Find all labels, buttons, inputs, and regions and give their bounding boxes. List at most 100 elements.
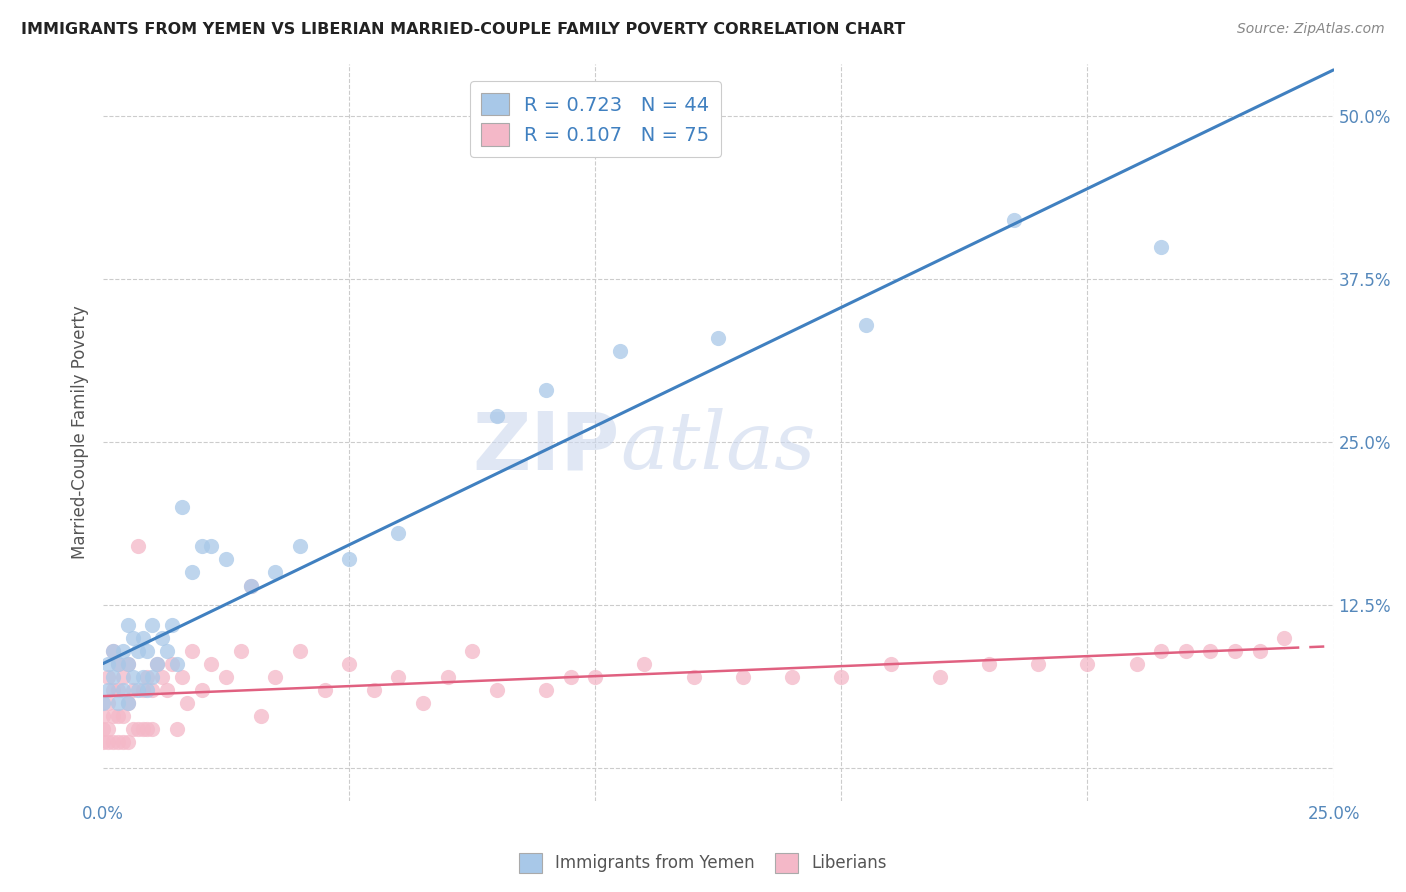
- Point: [160, 657, 183, 671]
- Point: [731, 670, 754, 684]
- Point: [136, 722, 159, 736]
- Point: [97, 657, 120, 671]
- Point: [1026, 657, 1049, 671]
- Point: [101, 709, 124, 723]
- Point: [107, 696, 129, 710]
- Y-axis label: Married-Couple Family Poverty: Married-Couple Family Poverty: [72, 305, 89, 559]
- Point: [461, 643, 484, 657]
- Point: [91, 735, 114, 749]
- Point: [387, 670, 409, 684]
- Point: [200, 540, 222, 554]
- Point: [534, 383, 557, 397]
- Point: [288, 540, 311, 554]
- Point: [215, 552, 238, 566]
- Point: [101, 643, 124, 657]
- Point: [707, 331, 730, 345]
- Point: [156, 643, 179, 657]
- Point: [141, 722, 163, 736]
- Legend: Immigrants from Yemen, Liberians: Immigrants from Yemen, Liberians: [512, 847, 894, 880]
- Point: [170, 500, 193, 515]
- Point: [111, 643, 134, 657]
- Point: [136, 643, 159, 657]
- Point: [363, 682, 385, 697]
- Point: [131, 631, 153, 645]
- Point: [215, 670, 238, 684]
- Point: [166, 657, 188, 671]
- Point: [117, 696, 139, 710]
- Point: [1223, 643, 1246, 657]
- Point: [156, 682, 179, 697]
- Point: [117, 657, 139, 671]
- Point: [314, 682, 336, 697]
- Point: [111, 682, 134, 697]
- Point: [879, 657, 901, 671]
- Point: [560, 670, 582, 684]
- Point: [239, 578, 262, 592]
- Point: [387, 526, 409, 541]
- Point: [780, 670, 803, 684]
- Point: [337, 657, 360, 671]
- Point: [91, 696, 114, 710]
- Point: [146, 657, 169, 671]
- Point: [830, 670, 852, 684]
- Point: [170, 670, 193, 684]
- Point: [180, 643, 202, 657]
- Point: [141, 670, 163, 684]
- Point: [117, 696, 139, 710]
- Point: [1150, 239, 1173, 253]
- Point: [111, 735, 134, 749]
- Point: [1076, 657, 1098, 671]
- Text: ZIP: ZIP: [472, 408, 620, 486]
- Point: [131, 670, 153, 684]
- Point: [264, 670, 287, 684]
- Point: [117, 657, 139, 671]
- Point: [117, 617, 139, 632]
- Point: [127, 540, 149, 554]
- Point: [131, 682, 153, 697]
- Point: [107, 735, 129, 749]
- Point: [121, 670, 143, 684]
- Point: [97, 696, 120, 710]
- Point: [1125, 657, 1147, 671]
- Point: [249, 709, 271, 723]
- Point: [127, 682, 149, 697]
- Point: [101, 682, 124, 697]
- Point: [855, 318, 877, 332]
- Point: [180, 566, 202, 580]
- Point: [190, 682, 212, 697]
- Point: [534, 682, 557, 697]
- Point: [131, 722, 153, 736]
- Point: [1249, 643, 1271, 657]
- Point: [1199, 643, 1222, 657]
- Point: [127, 643, 149, 657]
- Point: [91, 709, 114, 723]
- Point: [176, 696, 198, 710]
- Point: [412, 696, 434, 710]
- Point: [97, 682, 120, 697]
- Point: [229, 643, 252, 657]
- Point: [141, 617, 163, 632]
- Point: [101, 735, 124, 749]
- Point: [121, 682, 143, 697]
- Point: [166, 722, 188, 736]
- Point: [583, 670, 606, 684]
- Point: [190, 540, 212, 554]
- Point: [160, 617, 183, 632]
- Point: [150, 670, 173, 684]
- Point: [141, 682, 163, 697]
- Point: [97, 722, 120, 736]
- Text: atlas: atlas: [620, 409, 815, 486]
- Point: [928, 670, 950, 684]
- Point: [1002, 213, 1025, 227]
- Point: [97, 735, 120, 749]
- Point: [239, 578, 262, 592]
- Point: [107, 709, 129, 723]
- Point: [127, 722, 149, 736]
- Point: [107, 657, 129, 671]
- Legend: R = 0.723   N = 44, R = 0.107   N = 75: R = 0.723 N = 44, R = 0.107 N = 75: [470, 81, 721, 157]
- Point: [337, 552, 360, 566]
- Point: [136, 670, 159, 684]
- Point: [1150, 643, 1173, 657]
- Point: [107, 682, 129, 697]
- Text: Source: ZipAtlas.com: Source: ZipAtlas.com: [1237, 22, 1385, 37]
